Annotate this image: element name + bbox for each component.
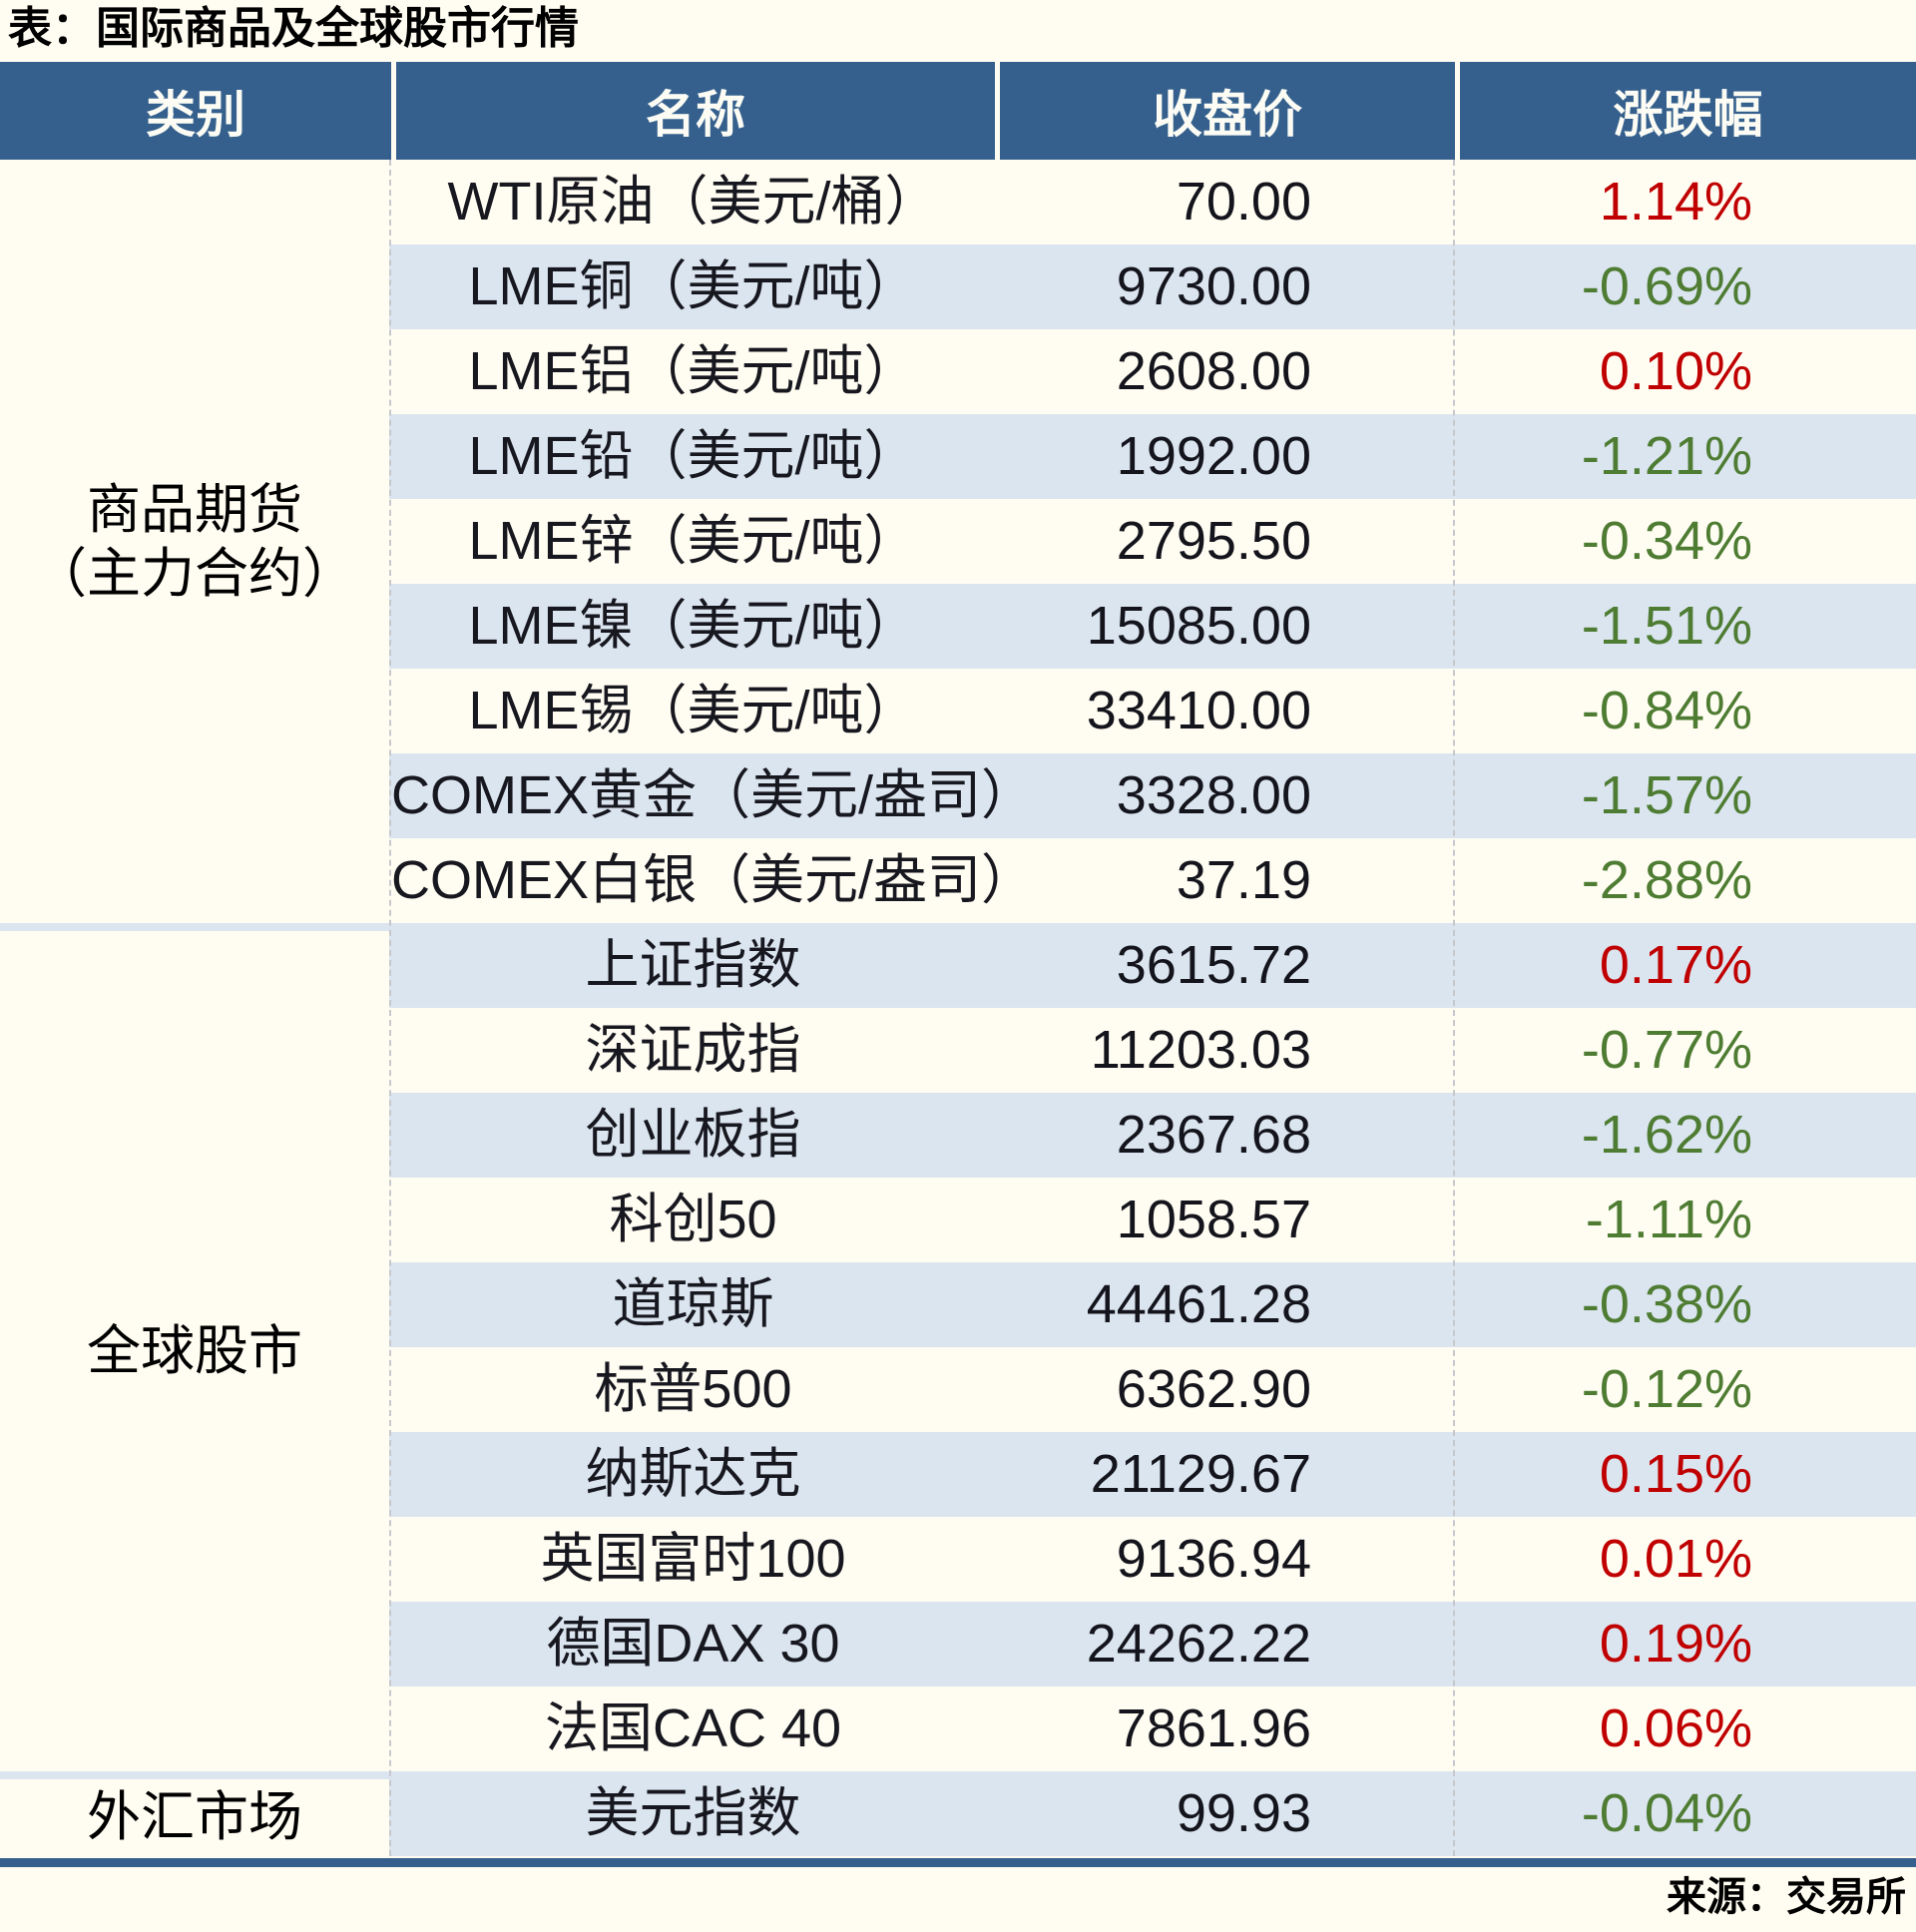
close-price-cell: 70.00 bbox=[1176, 172, 1311, 232]
change-percent-cell: 0.06% bbox=[1599, 1698, 1752, 1758]
close-price-cell: 3328.00 bbox=[1116, 765, 1311, 825]
table-row: 英国富时100 9136.94 0.01% bbox=[0, 1517, 1916, 1602]
change-percent-cell: -0.38% bbox=[1581, 1274, 1752, 1334]
name-cell: LME镍（美元/吨） bbox=[468, 596, 918, 656]
name-cell: WTI原油（美元/桶） bbox=[447, 172, 939, 232]
close-price-cell: 21129.67 bbox=[1090, 1444, 1311, 1504]
table-row: 标普500 6362.90 -0.12% bbox=[0, 1347, 1916, 1432]
name-cell: 德国DAX 30 bbox=[546, 1614, 840, 1674]
table-row: 深证成指 11203.03 -0.77% bbox=[0, 1008, 1916, 1093]
header-category: 类别 bbox=[146, 87, 245, 143]
category-cell-global-stocks: 全球股市 bbox=[0, 931, 389, 1771]
source-note: 来源：交易所 bbox=[1667, 1875, 1906, 1919]
close-price-cell: 15085.00 bbox=[1086, 596, 1311, 656]
name-cell: LME铝（美元/吨） bbox=[468, 341, 918, 401]
table-row: 道琼斯 44461.28 -0.38% bbox=[0, 1262, 1916, 1347]
close-price-cell: 1058.57 bbox=[1116, 1190, 1311, 1249]
close-price-cell: 6362.90 bbox=[1116, 1359, 1311, 1419]
name-cell: LME铅（美元/吨） bbox=[468, 426, 918, 486]
category-label: 外汇市场 bbox=[87, 1787, 302, 1847]
close-price-cell: 44461.28 bbox=[1086, 1274, 1311, 1334]
name-cell: 美元指数 bbox=[585, 1783, 801, 1843]
table-row: 科创50 1058.57 -1.11% bbox=[0, 1178, 1916, 1262]
change-percent-cell: 0.15% bbox=[1599, 1444, 1752, 1504]
table-title: 表：国际商品及全球股市行情 bbox=[8, 4, 579, 53]
column-divider-close-change bbox=[1453, 160, 1455, 1856]
name-cell: 科创50 bbox=[609, 1190, 777, 1249]
name-cell: 创业板指 bbox=[585, 1105, 801, 1165]
name-cell: COMEX白银（美元/盎司） bbox=[391, 850, 1036, 910]
name-cell: 道琼斯 bbox=[612, 1274, 774, 1334]
table-row: WTI原油（美元/桶） 70.00 1.14% bbox=[0, 160, 1916, 244]
change-percent-cell: 1.14% bbox=[1599, 172, 1752, 232]
quotes-table: 类别 名称 收盘价 涨跌幅 WTI原油（美元/桶） 70.00 1.14% LME铜（… bbox=[0, 62, 1916, 1870]
change-percent-cell: -0.04% bbox=[1581, 1783, 1752, 1843]
change-percent-cell: -0.12% bbox=[1581, 1359, 1752, 1419]
name-cell: 纳斯达克 bbox=[585, 1444, 801, 1504]
category-cell-commodity-futures: 商品期货 （主力合约） bbox=[0, 160, 389, 923]
name-cell: 深证成指 bbox=[585, 1020, 801, 1080]
change-percent-cell: -0.34% bbox=[1581, 511, 1752, 571]
close-price-cell: 11203.03 bbox=[1090, 1020, 1311, 1080]
name-cell: COMEX黄金（美元/盎司） bbox=[391, 765, 1036, 825]
table-row: LME铝（美元/吨） 2608.00 0.10% bbox=[0, 329, 1916, 414]
name-cell: LME锡（美元/吨） bbox=[468, 681, 918, 740]
close-price-cell: 9136.94 bbox=[1116, 1529, 1311, 1589]
change-percent-cell: -1.57% bbox=[1581, 765, 1752, 825]
change-percent-cell: 0.10% bbox=[1599, 341, 1752, 401]
table-row: LME锡（美元/吨） 33410.00 -0.84% bbox=[0, 669, 1916, 753]
change-percent-cell: -1.62% bbox=[1581, 1105, 1752, 1165]
table-row: 法国CAC 40 7861.96 0.06% bbox=[0, 1687, 1916, 1771]
change-percent-cell: -0.84% bbox=[1581, 681, 1752, 740]
table-header-row: 类别 名称 收盘价 涨跌幅 bbox=[0, 62, 1916, 160]
name-cell: 英国富时100 bbox=[540, 1529, 846, 1589]
category-label: 商品期货 bbox=[87, 479, 302, 540]
close-price-cell: 1992.00 bbox=[1116, 426, 1311, 486]
name-cell: 法国CAC 40 bbox=[544, 1698, 842, 1758]
header-close-price: 收盘价 bbox=[995, 62, 1455, 160]
close-price-cell: 33410.00 bbox=[1086, 681, 1311, 740]
name-cell: 标普500 bbox=[594, 1359, 792, 1419]
change-percent-cell: 0.01% bbox=[1599, 1529, 1752, 1589]
close-price-cell: 2608.00 bbox=[1116, 341, 1311, 401]
close-price-cell: 99.93 bbox=[1176, 1783, 1311, 1843]
name-cell: 上证指数 bbox=[585, 935, 801, 995]
close-price-cell: 9730.00 bbox=[1116, 256, 1311, 316]
change-percent-cell: -1.11% bbox=[1585, 1190, 1752, 1249]
name-cell: LME铜（美元/吨） bbox=[468, 256, 918, 316]
category-label: 全球股市 bbox=[87, 1321, 302, 1381]
header-change: 涨跌幅 bbox=[1455, 62, 1916, 160]
close-price-cell: 2367.68 bbox=[1116, 1105, 1311, 1165]
table-row: COMEX白银（美元/盎司） 37.19 -2.88% bbox=[0, 838, 1916, 923]
close-price-cell: 3615.72 bbox=[1116, 935, 1311, 995]
footer-divider-bar bbox=[0, 1858, 1916, 1867]
change-percent-cell: -1.21% bbox=[1581, 426, 1752, 486]
change-percent-cell: 0.17% bbox=[1599, 935, 1752, 995]
category-cell-forex: 外汇市场 bbox=[0, 1779, 389, 1856]
close-price-cell: 2795.50 bbox=[1116, 511, 1311, 571]
close-price-cell: 7861.96 bbox=[1116, 1698, 1311, 1758]
change-percent-cell: -1.51% bbox=[1581, 596, 1752, 656]
change-percent-cell: -0.77% bbox=[1581, 1020, 1752, 1080]
change-percent-cell: -0.69% bbox=[1581, 256, 1752, 316]
change-percent-cell: 0.19% bbox=[1599, 1614, 1752, 1674]
close-price-cell: 24262.22 bbox=[1086, 1614, 1311, 1674]
table-row: LME锌（美元/吨） 2795.50 -0.34% bbox=[0, 499, 1916, 584]
header-name: 名称 bbox=[391, 62, 995, 160]
close-price-cell: 37.19 bbox=[1176, 850, 1311, 910]
name-cell: LME锌（美元/吨） bbox=[468, 511, 918, 571]
change-percent-cell: -2.88% bbox=[1581, 850, 1752, 910]
category-label-line2: （主力合约） bbox=[33, 543, 356, 604]
column-divider-category-name bbox=[389, 160, 391, 1856]
